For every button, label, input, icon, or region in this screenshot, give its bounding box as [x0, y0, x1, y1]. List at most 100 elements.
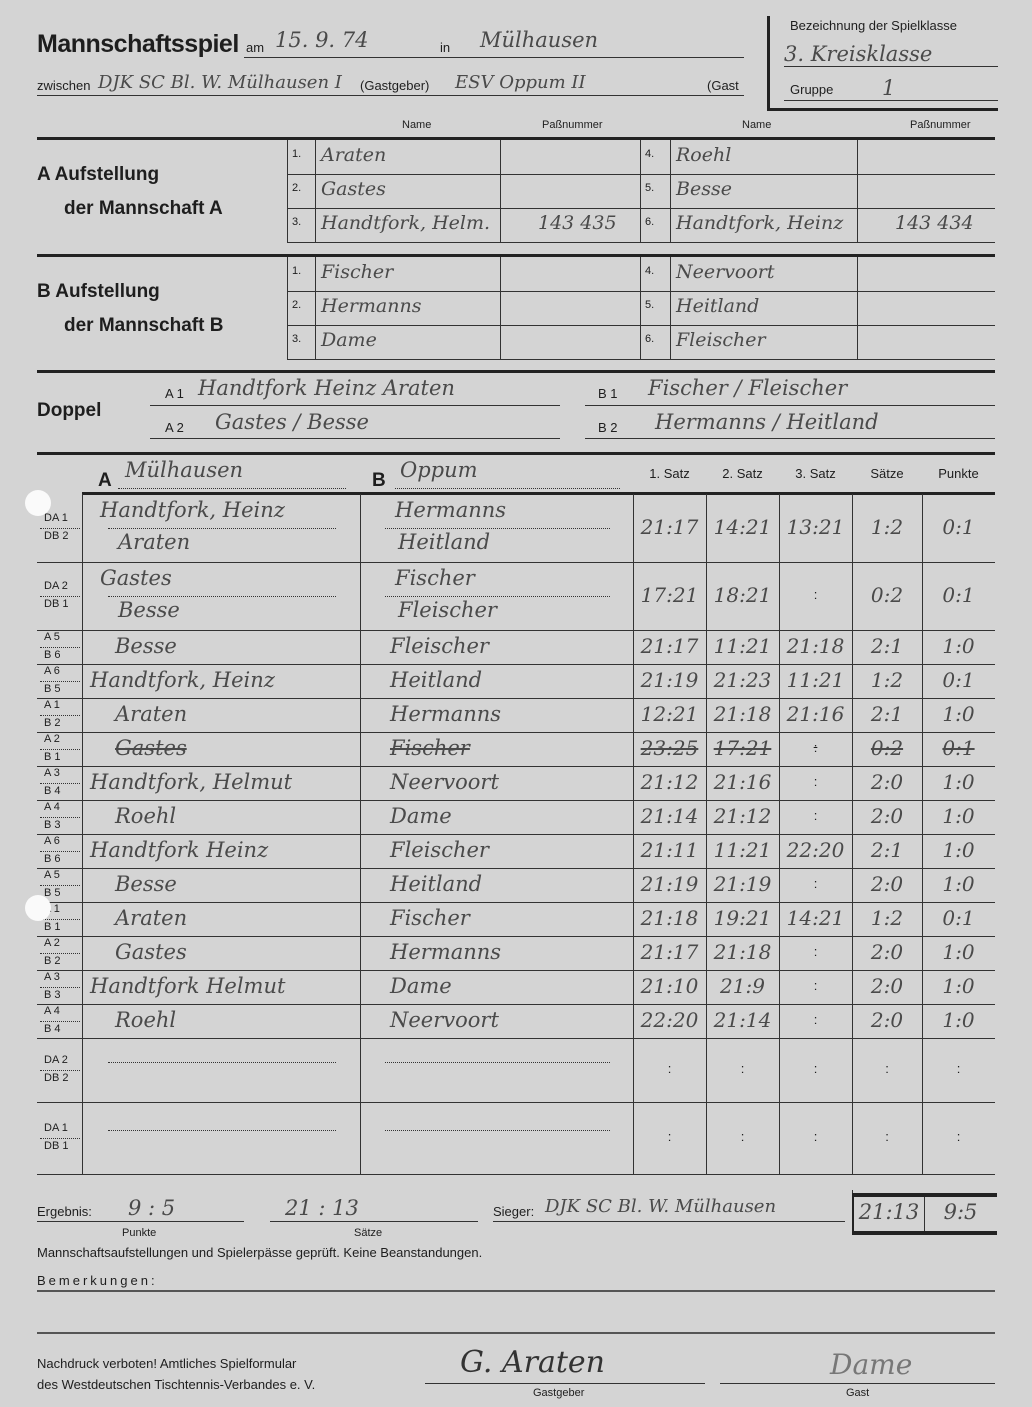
player-name: Roehl — [676, 144, 732, 166]
row-line — [37, 970, 82, 971]
doubles-label: Doppel — [37, 400, 102, 421]
row-line — [82, 1004, 995, 1005]
player-a2: Araten — [118, 530, 191, 554]
points-score: 1:0 — [942, 804, 975, 828]
player-a: Besse — [115, 634, 177, 658]
dotted-line — [40, 817, 80, 818]
dotted-line — [40, 851, 80, 852]
match-code-b: B 6 — [44, 853, 61, 865]
column-line — [360, 494, 361, 562]
points-header: Punkte — [938, 466, 979, 481]
match-code-a: A 3 — [44, 971, 60, 983]
dotted-line — [40, 647, 80, 648]
set1-score: 21:18 — [640, 906, 699, 930]
column-line — [852, 1190, 853, 1195]
set3-score: : — [813, 1129, 818, 1144]
column-line — [922, 936, 923, 970]
row-line — [82, 766, 995, 767]
column-line — [779, 800, 780, 834]
column-line — [706, 1102, 707, 1174]
group-label: Gruppe — [790, 82, 834, 97]
dotted-line — [108, 1062, 336, 1063]
column-line — [779, 698, 780, 732]
match-row: A 4 B 3 Roehl Dame 21:14 21:12: 2:0 1:0 — [0, 800, 1032, 835]
column-line — [633, 834, 634, 868]
column-line — [779, 766, 780, 800]
column-line — [633, 800, 634, 834]
row-line — [640, 291, 995, 292]
player-name: Handtfork, Helm. — [321, 212, 491, 234]
set2-score: 21:16 — [713, 770, 772, 794]
dotted-line — [108, 528, 336, 529]
column-line — [922, 1038, 923, 1102]
home-signature: G. Araten — [460, 1345, 605, 1380]
match-code-a: A 2 — [44, 733, 60, 745]
sets-score: 1:2 — [870, 515, 904, 539]
class-label: Bezeichnung der Spielklasse — [790, 18, 957, 33]
set2-score: 11:21 — [713, 634, 772, 658]
column-line — [779, 732, 780, 766]
dotted-line — [108, 1130, 336, 1131]
row-line — [82, 1102, 995, 1103]
match-row: A 1 B 2 Araten Hermanns 12:21 21:18 21:16 2:1 1:… — [0, 698, 1032, 733]
match-code-b: B 3 — [44, 819, 61, 831]
player-number: 1. — [292, 148, 302, 160]
group-line — [784, 100, 998, 101]
column-line — [779, 834, 780, 868]
column-line — [633, 1102, 634, 1174]
sets-score: : — [885, 1061, 889, 1076]
row-line — [82, 868, 995, 869]
set3-score: 22:20 — [786, 838, 845, 862]
column-line — [779, 868, 780, 902]
match-code-b: B 4 — [44, 1023, 61, 1035]
column-line — [779, 1004, 780, 1038]
column-line — [633, 664, 634, 698]
dotted-line — [40, 1138, 80, 1139]
match-code-b: B 2 — [44, 717, 61, 729]
set1-score: 21:11 — [640, 838, 699, 862]
team-a-label: A — [98, 470, 112, 491]
player-name: Araten — [321, 144, 387, 166]
player-number: 2. — [292, 182, 302, 194]
column-line — [633, 868, 634, 902]
match-row: DA 2 DB 1 Gastes Besse Fischer Fleischer 17:21… — [0, 562, 1032, 631]
column-line — [82, 698, 83, 732]
set2-score: 17:21 — [713, 736, 772, 760]
player-b: Neervoort — [390, 1008, 499, 1032]
doubles-a1: Handtfork Heinz Araten — [198, 376, 455, 400]
sets-score: 0:2 — [870, 583, 904, 607]
player-b: Hermanns — [390, 702, 502, 726]
player-a: Araten — [115, 702, 188, 726]
column-line — [633, 698, 634, 732]
row-line — [37, 1174, 82, 1175]
column-line — [706, 766, 707, 800]
dotted-line — [385, 528, 610, 529]
team-b-label: B — [372, 470, 386, 491]
match-code-b: B 4 — [44, 785, 61, 797]
doubles-a2-label: A 2 — [165, 420, 184, 435]
player-a: Handtfork Helmut — [90, 974, 286, 998]
set1-score: 21:17 — [640, 940, 699, 964]
column-line — [852, 664, 853, 698]
match-code-a: A 6 — [44, 665, 60, 677]
dotted-line — [385, 1130, 610, 1131]
player-a: Roehl — [115, 1008, 177, 1032]
set3-score: : — [813, 774, 818, 789]
name-header-right: Name — [742, 119, 772, 131]
class-line — [784, 66, 998, 67]
match-code-b: B 1 — [44, 751, 61, 763]
column-line — [706, 800, 707, 834]
column-line — [360, 902, 361, 936]
column-line — [633, 766, 634, 800]
home-signature-label: Gastgeber — [533, 1387, 585, 1399]
sets-score: 2:0 — [870, 940, 904, 964]
column-line — [779, 1038, 780, 1102]
match-code-b: DB 2 — [44, 530, 69, 542]
player-name: Handtfork, Heinz — [676, 212, 844, 234]
player-b: Heitland — [390, 668, 483, 692]
set2-score: 21:18 — [713, 702, 772, 726]
column-line — [706, 970, 707, 1004]
match-code-a: A 3 — [44, 767, 60, 779]
column-line — [640, 140, 641, 243]
match-code-b: B 5 — [44, 683, 61, 695]
